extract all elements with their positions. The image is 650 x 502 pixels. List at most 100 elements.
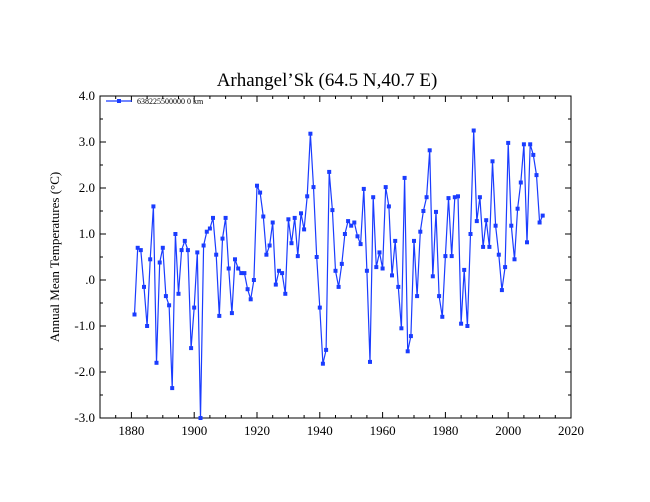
data-point [170,386,175,391]
data-point [364,268,369,273]
data-point [399,326,404,331]
data-point [251,278,256,282]
data-point [465,324,470,328]
data-point [330,208,335,213]
data-point [352,220,357,225]
data-point [405,349,410,354]
data-point [317,305,322,310]
legend-entry-label: 638225500000 0 km [137,97,204,106]
data-point [258,190,263,195]
data-point [327,169,332,174]
data-point [346,219,351,224]
data-point [534,173,539,178]
x-tick-label: 1880 [118,423,144,438]
data-point [499,288,504,293]
data-point [521,142,526,147]
x-tick-label: 1980 [432,423,458,438]
data-point [160,245,165,250]
data-point [217,313,222,318]
axes: 1880 1900 1920 1940 1960 1980 2000 2020 -3.0 -2.0… [74,88,584,438]
data-point [333,268,338,273]
data-point [239,271,244,276]
data-point [185,248,190,253]
data-point [434,209,438,214]
data-point [192,305,197,310]
data-point [418,229,423,234]
data-point [138,248,143,253]
data-point [383,185,388,190]
data-point [201,243,206,248]
data-point [449,254,454,259]
data-point [277,268,281,273]
data-point [503,265,508,270]
data-point [198,416,203,420]
data-point [242,271,247,276]
data-point [474,219,479,224]
data-point [462,267,467,272]
series-layer [132,128,545,420]
data-point [308,131,313,136]
data-point [531,152,536,157]
data-point [496,252,501,257]
legend: 638225500000 0 km [106,97,204,106]
data-point [167,303,172,308]
data-point [456,194,460,199]
data-point [311,185,316,190]
x-tick-label: 2000 [495,423,521,438]
data-point [368,359,372,364]
data-point [324,347,329,352]
data-point [292,215,297,220]
data-point [211,215,215,220]
data-point [371,195,376,200]
data-point [518,180,523,185]
data-point [283,291,288,296]
data-point [437,294,442,299]
data-point [314,255,319,259]
data-point [537,220,542,225]
data-point [295,254,300,259]
y-axis-label: Annual Mean Temperatures (°C) [47,172,62,342]
data-point [481,244,486,249]
data-point [487,244,492,249]
data-point [477,195,482,200]
series-line [133,130,544,419]
data-point [386,204,391,209]
data-point [289,241,294,246]
data-point [148,257,153,262]
y-tick-label: 3.0 [79,134,95,149]
data-point [361,186,366,191]
data-point [421,209,426,213]
data-point [459,321,464,326]
data-point [443,254,448,259]
y-tick-label: -2.0 [74,364,95,379]
data-point [336,284,341,289]
data-point [280,271,285,276]
data-point [248,297,253,302]
data-point [255,183,259,188]
data-point [233,257,237,262]
data-point [157,260,162,265]
data-point [320,361,325,366]
data-point [182,238,187,243]
x-tick-label: 2020 [558,423,584,438]
data-point [471,128,476,133]
data-point [302,227,307,232]
data-point [509,223,514,228]
data-point [408,334,413,339]
data-point [493,223,498,228]
data-point [273,282,278,287]
data-point [220,236,225,241]
data-point [270,220,275,225]
data-point [374,265,379,270]
data-point [229,311,234,316]
data-point [525,240,529,245]
data-point [358,242,363,247]
data-point [195,250,200,255]
data-point [154,360,159,365]
data-point [446,196,451,201]
data-point [380,266,385,271]
data-point [286,217,291,222]
data-point [223,215,228,220]
data-point [189,346,194,351]
